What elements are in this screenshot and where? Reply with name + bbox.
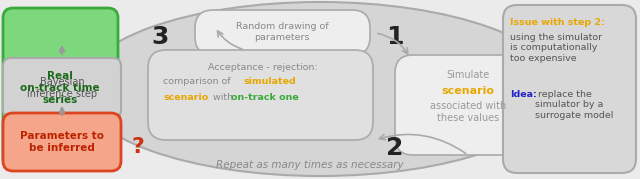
Ellipse shape (80, 2, 560, 176)
Text: Bayesian
inference step: Bayesian inference step (27, 77, 97, 99)
Text: with: with (210, 93, 236, 101)
Text: Simulate: Simulate (446, 70, 490, 80)
FancyBboxPatch shape (395, 55, 540, 155)
Text: simulated: simulated (244, 78, 297, 86)
Text: comparison of: comparison of (163, 78, 234, 86)
Text: using the simulator
is computationally
too expensive: using the simulator is computationally t… (510, 33, 602, 63)
FancyBboxPatch shape (148, 50, 373, 140)
FancyBboxPatch shape (3, 113, 121, 171)
Text: Random drawing of
parameters: Random drawing of parameters (236, 22, 328, 42)
Text: 2: 2 (387, 136, 404, 160)
Text: Idea:: Idea: (510, 90, 537, 99)
Text: ?: ? (132, 137, 145, 157)
FancyBboxPatch shape (3, 8, 118, 168)
Text: Real
on-track time
series: Real on-track time series (20, 71, 100, 105)
FancyBboxPatch shape (195, 10, 370, 55)
Text: scenario: scenario (442, 86, 495, 96)
FancyBboxPatch shape (503, 5, 636, 173)
Text: 1: 1 (387, 25, 404, 49)
Text: replace the
simulator by a
surrogate model: replace the simulator by a surrogate mod… (535, 90, 613, 120)
Text: Repeat as many times as necessary: Repeat as many times as necessary (216, 160, 404, 170)
Text: Acceptance - rejection:: Acceptance - rejection: (208, 62, 318, 71)
Text: Parameters to
be inferred: Parameters to be inferred (20, 131, 104, 153)
Text: associated with
these values: associated with these values (430, 101, 506, 123)
Text: 3: 3 (151, 25, 169, 49)
Text: on-track one: on-track one (231, 93, 299, 101)
FancyBboxPatch shape (3, 58, 121, 118)
Text: scenario: scenario (163, 93, 208, 101)
Text: Issue with step 2:: Issue with step 2: (510, 18, 605, 27)
